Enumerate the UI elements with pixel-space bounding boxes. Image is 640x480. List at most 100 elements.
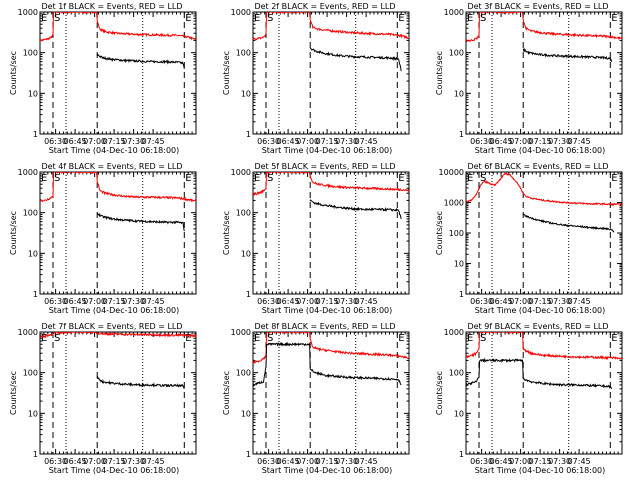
x-tick-label: 06:30 [470,137,493,146]
y-tick-label: 1 [246,130,251,139]
x-tick-label: 06:30 [470,297,493,306]
series-line-lld [253,172,409,196]
y-tick-label: 1 [459,450,464,459]
plot-frame [39,171,197,295]
x-tick-label: 07:15 [103,457,126,466]
x-tick-label: 06:30 [257,297,280,306]
x-tick-label: 07:30 [335,297,358,306]
x-axis-label: Start Time (04-Dec-10 06:18:00) [262,306,393,315]
x-tick-label: 07:45 [568,457,591,466]
x-tick-label: 06:30 [44,137,67,146]
y-tick-label: 1000 [231,328,251,337]
panel-title: Det 5f BLACK = Events, RED = LLD [254,162,395,171]
y-tick-label: 1 [33,290,38,299]
y-tick-label: 10 [28,249,38,258]
y-axis-label: Counts/sec [222,51,231,95]
x-tick-label: 07:00 [509,297,532,306]
x-tick-label: 07:30 [335,457,358,466]
x-tick-label: 06:45 [490,457,513,466]
panel-title: Det 1f BLACK = Events, RED = LLD [41,2,182,11]
series-line-lld [466,172,622,207]
x-tick-label: 07:15 [316,137,339,146]
y-tick-label: 10 [454,260,464,269]
x-tick-label: 07:15 [103,137,126,146]
x-tick-label: 07:30 [335,137,358,146]
x-tick-label: 07:15 [316,297,339,306]
series-line-events [253,341,402,387]
y-tick-label: 1000 [444,199,464,208]
x-tick-label: 06:30 [257,137,280,146]
x-tick-label: 07:45 [568,297,591,306]
y-tick-label: 1 [246,450,251,459]
x-tick-label: 07:30 [122,137,145,146]
panel-title: Det 4f BLACK = Events, RED = LLD [41,162,182,171]
y-tick-label: 1000 [18,8,38,17]
plot-frame [465,11,623,135]
x-tick-label: 07:00 [509,457,532,466]
y-tick-label: 100 [449,49,464,58]
series-line-lld [40,12,196,42]
event-marker-label: S [54,333,60,344]
x-tick-label: 06:30 [257,457,280,466]
x-tick-label: 07:45 [142,297,165,306]
panel-title: Det 2f BLACK = Events, RED = LLD [254,2,395,11]
plot-frame [465,331,623,455]
series-line-lld [40,172,196,203]
series-line-events [523,213,615,233]
x-tick-label: 07:00 [296,137,319,146]
plot-frame [39,331,197,455]
x-tick-label: 07:45 [355,457,378,466]
series-line-events [522,47,613,62]
x-tick-label: 07:00 [83,137,106,146]
series-line-lld [253,12,409,41]
event-marker-label: E [41,333,47,344]
plot-frame [39,11,197,135]
y-axis-label: Counts/sec [9,371,18,415]
y-tick-label: 10 [241,409,251,418]
event-marker-label: E [185,333,191,344]
y-tick-label: 1 [33,130,38,139]
y-tick-label: 10 [241,249,251,258]
y-tick-label: 1000 [231,168,251,177]
event-marker-label: E [398,333,404,344]
chart-panel-4: Det 4f BLACK = Events, RED = LLD 1 10 100 10… [9,162,197,315]
x-axis-label: Start Time (04-Dec-10 06:18:00) [262,466,393,475]
x-tick-label: 07:00 [83,297,106,306]
chart-panel-8: Det 8f BLACK = Events, RED = LLD 1 10 100 10… [222,322,410,475]
series-line-events [96,212,185,232]
x-tick-label: 06:45 [277,297,300,306]
y-tick-label: 100 [23,49,38,58]
x-axis-label: Start Time (04-Dec-10 06:18:00) [475,306,606,315]
x-tick-label: 06:45 [64,297,87,306]
y-axis-label: Counts/sec [435,51,444,95]
y-tick-label: 100 [23,209,38,218]
event-marker-label: E [41,13,47,24]
y-tick-label: 10 [28,89,38,98]
event-marker-label: E [467,333,473,344]
event-marker-label: E [611,173,617,184]
y-tick-label: 10 [454,89,464,98]
x-tick-label: 07:00 [509,137,532,146]
y-tick-label: 1000 [231,8,251,17]
event-marker-label: E [398,13,404,24]
event-marker-label: S [54,13,60,24]
chart-panel-2: Det 2f BLACK = Events, RED = LLD 1 10 100 10… [222,2,410,155]
panel-title: Det 9f BLACK = Events, RED = LLD [467,322,608,331]
event-marker-label: E [185,173,191,184]
y-tick-label: 100 [449,369,464,378]
series-line-lld [40,332,196,339]
chart-panel-3: Det 3f BLACK = Events, RED = LLD 1 10 100 10… [435,2,623,155]
y-tick-label: 100 [236,369,251,378]
y-tick-label: 10 [454,409,464,418]
event-marker-label: S [267,173,273,184]
event-marker-label: S [480,13,486,24]
series-line-lld [466,332,622,361]
y-tick-label: 100 [23,369,38,378]
x-tick-label: 07:15 [529,457,552,466]
event-marker-label: E [41,173,47,184]
y-axis-label: Counts/sec [222,211,231,255]
event-marker-label: E [467,173,473,184]
x-tick-label: 07:15 [529,297,552,306]
y-tick-label: 1 [246,290,251,299]
